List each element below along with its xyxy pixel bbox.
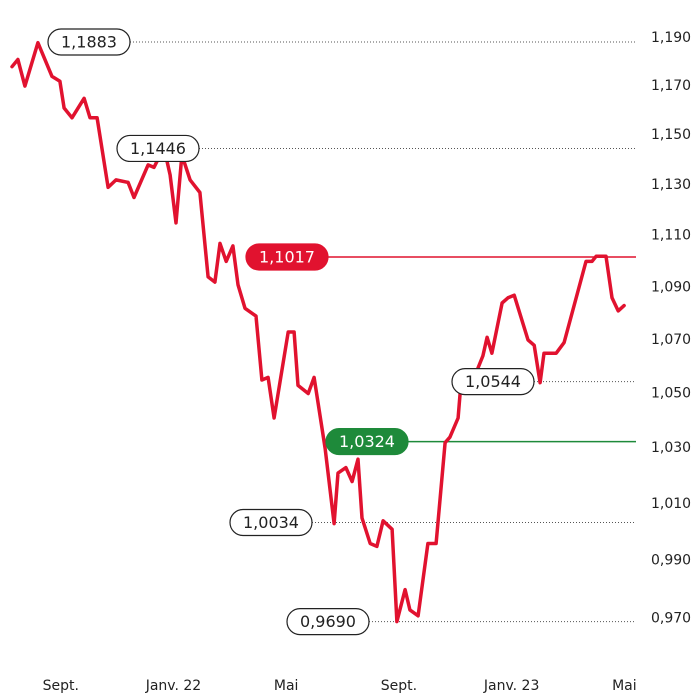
x-tick-label: Janv. 22 [145, 678, 202, 694]
annotation-label: 0,9690 [300, 612, 356, 631]
x-tick-label: Sept. [43, 678, 79, 694]
annotation-box [116, 134, 200, 163]
annotation-label: 1,0544 [465, 372, 521, 391]
x-tick-label: Mai [274, 678, 299, 694]
annotation-box [286, 608, 370, 636]
y-tick-label: 0,970 [651, 611, 691, 627]
x-tick-label: Mai [612, 678, 637, 694]
annotation-label: 1,0324 [339, 432, 395, 451]
y-tick-label: 1,130 [651, 177, 691, 193]
y-tick-label: 1,070 [651, 332, 691, 348]
annotation-label: 1,1017 [259, 247, 315, 266]
data-line [10, 40, 626, 624]
annotation-box [451, 368, 535, 396]
annotation-label: 1,1883 [61, 33, 117, 52]
annotation-box [245, 243, 329, 271]
annotation-box [229, 508, 313, 537]
annotation-box [325, 427, 409, 456]
y-tick-label: 1,010 [651, 496, 691, 512]
y-tick-label: 1,050 [651, 386, 691, 402]
y-tick-label: 1,090 [651, 279, 691, 295]
y-tick-label: 1,190 [651, 30, 691, 46]
y-tick-label: 0,990 [651, 553, 691, 569]
x-tick-label: Sept. [381, 678, 417, 694]
y-tick-label: 1,150 [651, 127, 691, 143]
y-tick-label: 1,170 [651, 78, 691, 94]
y-tick-label: 1,110 [651, 228, 691, 244]
annotation-box [47, 28, 131, 56]
annotation-label: 1,0034 [243, 513, 299, 532]
y-tick-label: 1,030 [651, 440, 691, 456]
annotation-label: 1,1446 [130, 139, 186, 158]
x-tick-label: Janv. 23 [483, 678, 540, 694]
